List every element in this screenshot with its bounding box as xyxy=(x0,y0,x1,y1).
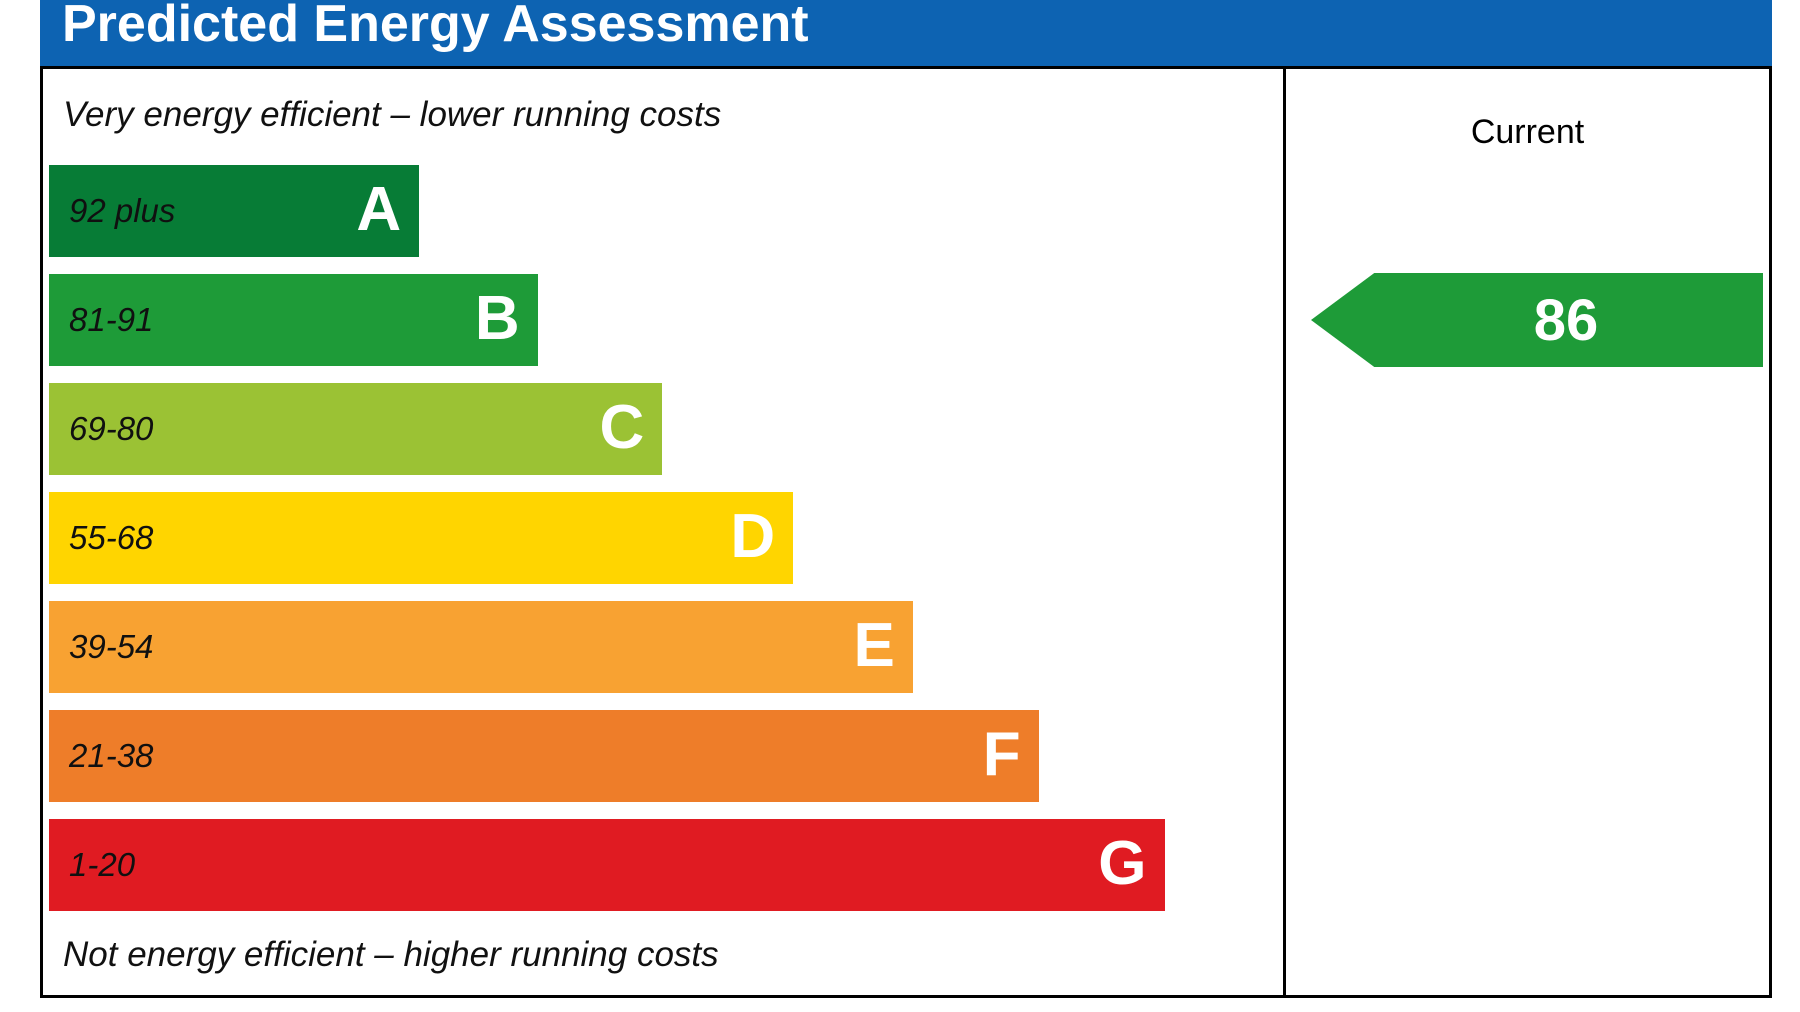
band-list: 92 plus A 81-91 B 69-80 C 55-68 D 39-54 E 21-38 F 1-… xyxy=(49,165,1283,911)
band-bar-D: 55-68 D xyxy=(49,492,794,584)
band-row-A: 92 plus A xyxy=(49,165,1283,257)
band-row-B: 81-91 B xyxy=(49,274,1283,366)
band-letter: E xyxy=(853,610,895,680)
current-rating-value: 86 xyxy=(1533,287,1599,353)
band-letter: G xyxy=(1098,828,1147,898)
band-bar-G: 1-20 G xyxy=(49,819,1165,911)
band-row-F: 21-38 F xyxy=(49,710,1283,802)
current-rating-arrow: 86 xyxy=(1311,273,1763,367)
band-letter: B xyxy=(474,283,520,353)
band-letter: D xyxy=(730,501,776,571)
band-bar-B: 81-91 B xyxy=(49,274,538,366)
rating-scale-panel: Very energy efficient – lower running co… xyxy=(43,69,1283,995)
band-range-label: 69-80 xyxy=(69,410,154,447)
band-range-label: 21-38 xyxy=(69,737,154,774)
band-row-E: 39-54 E xyxy=(49,601,1283,693)
band-range-label: 55-68 xyxy=(69,519,154,556)
band-row-C: 69-80 C xyxy=(49,383,1283,475)
page-title: Predicted Energy Assessment xyxy=(62,0,809,53)
band-letter: F xyxy=(982,719,1021,789)
energy-assessment-chart: Predicted Energy Assessment Very energy … xyxy=(40,0,1772,998)
band-bar-E: 39-54 E xyxy=(49,601,913,693)
band-letter: C xyxy=(599,392,645,462)
current-column-header: Current xyxy=(1470,113,1585,151)
band-range-label: 81-91 xyxy=(69,301,154,338)
band-bar-C: 69-80 C xyxy=(49,383,663,475)
current-rating-panel: Current 86 xyxy=(1283,69,1769,995)
caption-top: Very energy efficient – lower running co… xyxy=(63,95,722,134)
chart-body: Very energy efficient – lower running co… xyxy=(40,66,1772,998)
band-range-label: 92 plus xyxy=(69,192,176,229)
title-bar: Predicted Energy Assessment xyxy=(40,0,1772,66)
band-bar-A: 92 plus A xyxy=(49,165,420,257)
band-range-label: 39-54 xyxy=(69,628,154,665)
caption-bottom: Not energy efficient – higher running co… xyxy=(63,935,719,974)
band-row-D: 55-68 D xyxy=(49,492,1283,584)
band-letter: A xyxy=(356,174,402,244)
band-range-label: 1-20 xyxy=(69,846,136,883)
band-row-G: 1-20 G xyxy=(49,819,1283,911)
band-bar-F: 21-38 F xyxy=(49,710,1039,802)
